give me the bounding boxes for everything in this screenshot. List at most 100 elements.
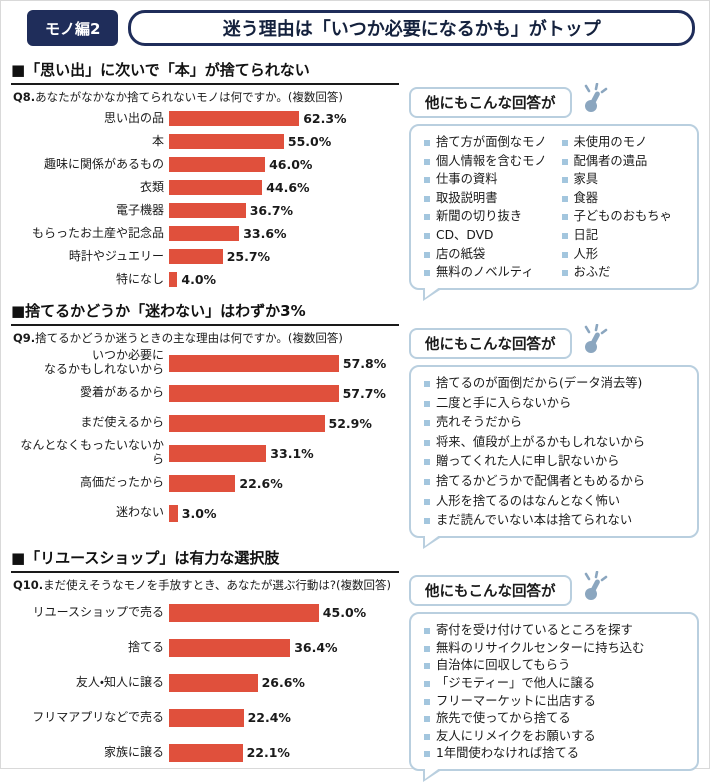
square-bullet-icon xyxy=(424,140,430,146)
chart-row: 衣類 44.6% xyxy=(11,176,403,199)
answer-item: 未使用のモノ xyxy=(561,135,690,150)
chart-row: 迷わない 3.0% xyxy=(11,498,403,528)
square-bullet-icon xyxy=(424,459,430,466)
square-bullet-icon xyxy=(561,232,568,239)
square-bullet-icon xyxy=(424,663,430,670)
answer-item: フリーマーケットに出店する xyxy=(424,694,689,709)
bar-label: 愛着があるから xyxy=(79,385,164,400)
chart-row: 愛着があるから 57.7% xyxy=(11,378,403,408)
bubble-title: 他にもこんな回答が xyxy=(409,328,572,359)
square-bullet-icon xyxy=(561,195,568,202)
bar-value: 33.6% xyxy=(243,226,287,241)
answer-text: 子どものおもちゃ xyxy=(573,209,672,224)
bar-value: 26.6% xyxy=(261,675,305,691)
bar xyxy=(169,111,300,126)
bar-value: 3.0% xyxy=(181,505,217,521)
square-bullet-icon xyxy=(424,177,430,184)
question-number: Q8. xyxy=(13,90,36,104)
square-bullet-icon xyxy=(561,158,568,165)
bar-value: 46.0% xyxy=(269,157,313,172)
bar-label: まだ使えるから xyxy=(80,415,164,430)
answer-text: 配偶者の遺品 xyxy=(573,153,648,168)
bar-label: 思い出の品 xyxy=(103,110,164,125)
answer-item: 1年間使わなければ捨てる xyxy=(424,746,689,761)
answer-list: 捨て方が面倒なモノ 個人情報を含むモノ 仕事の資料 取扱説明書 新聞の切り抜き CD、DV… xyxy=(424,135,552,280)
bar-label: 衣類 xyxy=(139,179,164,194)
bar-label: 迷わない xyxy=(115,505,164,520)
bar-label: 友人・知人に譲る xyxy=(75,674,164,689)
question-number: Q9. xyxy=(13,331,36,345)
bar-label: 高価だったから xyxy=(79,475,164,490)
square-bullet-icon xyxy=(424,498,430,505)
bubble-title: 他にもこんな回答が xyxy=(409,87,572,118)
square-bullet-icon xyxy=(424,251,430,258)
bar-label: 特になし xyxy=(115,271,164,286)
bar-value: 22.4% xyxy=(247,710,291,726)
question-number: Q10. xyxy=(13,578,44,593)
page-title: 迷う理由は「いつか必要になるかも」がトップ xyxy=(128,10,695,46)
square-bullet-icon xyxy=(561,214,568,221)
answer-text: 家具 xyxy=(573,172,599,187)
bar-value: 36.7% xyxy=(249,203,294,218)
square-bullet-icon xyxy=(424,420,430,427)
bar xyxy=(169,743,243,762)
answer-text: 人形 xyxy=(573,246,599,261)
bubble-body: 捨てるのが面倒だから(データ消去等) 二度と手に入らないから 売れそうだから 将来、値… xyxy=(409,365,699,550)
bar xyxy=(169,673,258,692)
bubble-tail-fill xyxy=(425,767,441,780)
bar-value: 52.9% xyxy=(328,415,372,431)
answer-item: 日記 xyxy=(561,228,690,243)
bar-value: 57.8% xyxy=(342,355,387,371)
chart-row: 趣味に関係があるもの 46.0% xyxy=(11,153,403,176)
bubble-tail-fill xyxy=(425,534,441,547)
bar-chart-q8: 思い出の品 62.3% 本 55.0% 趣味に関係があるもの 46.0% 衣類 44.6% 電子… xyxy=(11,107,403,291)
bar-label: 捨てる xyxy=(127,639,164,654)
answer-text: 個人情報を含むモノ xyxy=(436,153,547,168)
chart-row: フリマアプリなどで売る 22.4% xyxy=(11,700,403,735)
answer-text: 自治体に回収してもらう xyxy=(436,658,571,673)
bar xyxy=(169,603,319,622)
bar-value: 4.0% xyxy=(181,272,217,287)
bubble-q10: 他にもこんな回答が 寄付を xyxy=(403,570,699,782)
bar-label: フリマアプリなどで売る xyxy=(32,709,164,724)
answer-item: 家具 xyxy=(561,172,690,187)
square-bullet-icon xyxy=(424,518,430,525)
bar-label: 時計やジュエリー xyxy=(68,248,164,263)
header: モノ編2 迷う理由は「いつか必要になるかも」がトップ xyxy=(11,1,699,50)
answer-text: まだ読んでいない本は捨てられない xyxy=(436,513,633,528)
bar-label: 趣味に関係があるもの xyxy=(43,156,164,171)
question-text: 捨てるかどうか迷うときの主な理由は何ですか。(複数回答) xyxy=(35,331,343,345)
square-bullet-icon xyxy=(424,270,430,277)
bar-label: もらったお土産や記念品 xyxy=(31,225,164,240)
answer-text: 将来、値段が上がるかもしれないから xyxy=(436,434,646,449)
bar-value: 45.0% xyxy=(322,605,367,621)
answer-item: 捨てるかどうかで配偶者ともめるから xyxy=(424,474,689,489)
answer-text: 捨て方が面倒なモノ xyxy=(436,135,547,149)
chart-row: 高価だったから 22.6% xyxy=(11,468,403,498)
answer-text: 「ジモティー」で他人に譲る xyxy=(436,675,596,690)
square-bullet-icon xyxy=(424,195,430,202)
square-bullet-icon xyxy=(424,645,430,652)
bar xyxy=(169,638,291,657)
answer-item: 将来、値段が上がるかもしれないから xyxy=(424,435,689,450)
answer-text: 捨てるかどうかで配偶者ともめるから xyxy=(436,473,646,488)
answer-text: おふだ xyxy=(573,265,611,280)
section-heading: ■捨てるかどうか「迷わない」はわずか3% xyxy=(11,300,399,326)
answer-text: フリーマーケットに出店する xyxy=(436,693,596,708)
bubble-tail-fill xyxy=(425,286,441,299)
bubble-header: 他にもこんな回答が xyxy=(409,323,699,359)
answer-text: CD、DVD xyxy=(436,227,494,242)
answer-text: 店の紙袋 xyxy=(436,246,486,261)
bar xyxy=(169,157,266,172)
bar-label: いつか必要に なるかもしれないから xyxy=(43,348,164,376)
answer-item: CD、DVD xyxy=(424,228,552,243)
answer-item: 捨て方が面倒なモノ xyxy=(424,135,552,150)
answer-list: 捨てるのが面倒だから(データ消去等) 二度と手に入らないから 売れそうだから 将来、値… xyxy=(424,376,689,528)
bar xyxy=(169,180,263,195)
bar-label: 電子機器 xyxy=(115,202,164,217)
answer-item: 寄付を受け付けているところを探す xyxy=(424,623,689,638)
square-bullet-icon xyxy=(424,381,430,387)
bar-value: 57.7% xyxy=(342,385,386,401)
answer-list: 未使用のモノ 配偶者の遺品 家具 食器 子どものおもちゃ 日記 人形 おふだ xyxy=(561,135,690,280)
square-bullet-icon xyxy=(561,177,568,184)
